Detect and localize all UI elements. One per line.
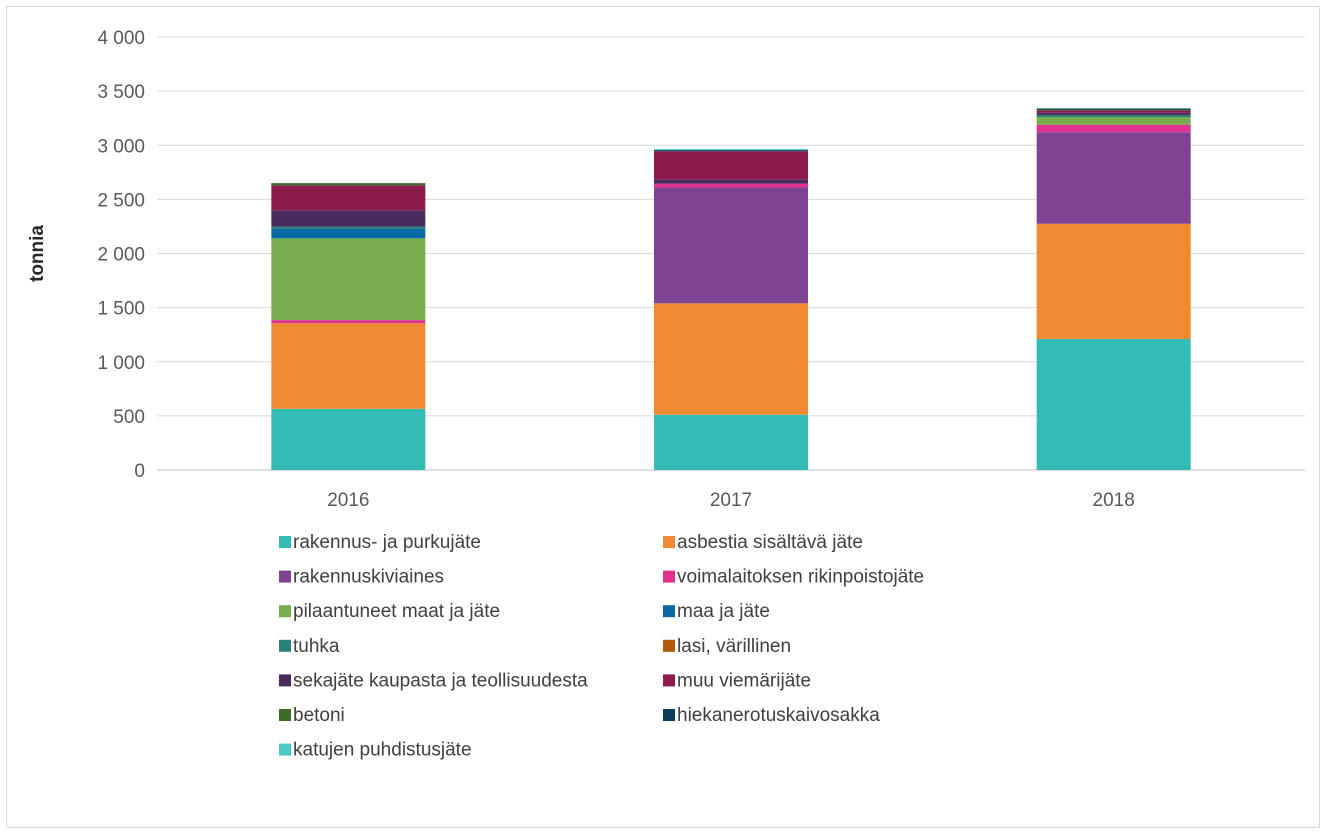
- bar-segment: [654, 151, 808, 180]
- legend-swatch: [279, 639, 291, 652]
- bar-segment: [271, 185, 426, 211]
- legend-swatch: [279, 743, 291, 756]
- legend-label: katujen puhdistusjäte: [293, 740, 472, 761]
- bar-segment: [271, 320, 426, 324]
- legend-item: voimalaitoksen rikinpoistojäte: [663, 567, 924, 588]
- legend-item: katujen puhdistusjäte: [279, 740, 472, 761]
- legend-swatch: [663, 709, 675, 721]
- y-tick-label: 3 000: [97, 136, 145, 157]
- y-tick-label: 2 500: [97, 190, 145, 211]
- bar-segment: [1036, 108, 1191, 110]
- legend-label: muu viemärijäte: [677, 670, 811, 691]
- bar-segment: [1036, 124, 1191, 133]
- bar-segment: [271, 210, 426, 227]
- legend-label: rakennuskiviaines: [293, 567, 444, 588]
- legend-item: muu viemärijäte: [663, 670, 811, 691]
- legend-label: pilaantuneet maat ja jäte: [293, 601, 500, 622]
- legend-item: tuhka: [279, 636, 340, 657]
- legend-item: hiekanerotuskaivosakka: [663, 705, 880, 726]
- bar-segment: [1036, 110, 1191, 113]
- legend: rakennus- ja purkujäte asbestia sisältävä…: [279, 532, 924, 761]
- x-tick-label: 2018: [1093, 490, 1135, 511]
- legend-label: maa ja jäte: [677, 601, 770, 622]
- chart-frame: 0 500 1 000 1 500 2 000 2 500 3 000 3 500 4 000 …: [6, 6, 1320, 828]
- legend-swatch: [279, 674, 291, 687]
- x-axis-ticks: 2016 2017 2018: [327, 490, 1135, 511]
- legend-item: asbestia sisältävä jäte: [663, 532, 863, 553]
- bar-segment: [271, 228, 426, 239]
- bar-segment: [1036, 117, 1191, 125]
- bar-segment: [654, 303, 808, 415]
- x-tick-label: 2017: [710, 490, 752, 511]
- y-tick-label: 1 000: [97, 353, 145, 374]
- y-tick-label: 1 500: [97, 299, 145, 320]
- legend-label: tuhka: [293, 636, 340, 657]
- legend-swatch: [279, 605, 291, 618]
- bar-segment: [271, 323, 426, 409]
- legend-item: betoni: [279, 705, 345, 726]
- y-tick-label: 0: [134, 461, 145, 482]
- bar-segment: [271, 408, 426, 470]
- bar-segment: [654, 183, 808, 188]
- legend-item: lasi, värillinen: [663, 636, 791, 657]
- bars: [271, 108, 1191, 470]
- bar-segment: [1036, 223, 1191, 340]
- y-tick-label: 4 000: [97, 28, 145, 49]
- bar-segment: [1036, 114, 1191, 118]
- legend-label: betoni: [293, 705, 345, 726]
- legend-label: asbestia sisältävä jäte: [677, 532, 863, 553]
- bar-segment: [1036, 132, 1191, 224]
- bar-segment: [654, 149, 808, 151]
- bar-segment: [271, 183, 426, 186]
- legend-swatch: [663, 605, 675, 618]
- legend-label: rakennus- ja purkujäte: [293, 532, 481, 553]
- legend-label: voimalaitoksen rikinpoistojäte: [677, 567, 924, 588]
- legend-label: lasi, värillinen: [677, 636, 791, 657]
- legend-item: sekajäte kaupasta ja teollisuudesta: [279, 670, 588, 691]
- y-axis-label: tonnia: [27, 225, 48, 282]
- legend-swatch: [663, 570, 675, 583]
- legend-swatch: [279, 570, 291, 583]
- legend-swatch: [663, 536, 675, 548]
- y-tick-label: 500: [113, 407, 145, 428]
- y-tick-label: 2 000: [97, 245, 145, 266]
- legend-item: maa ja jäte: [663, 601, 770, 622]
- bar-segment: [1036, 339, 1191, 470]
- bar-segment: [271, 226, 426, 229]
- bar-segment: [654, 150, 808, 152]
- bar-segment: [654, 414, 808, 470]
- bar-segment: [271, 238, 426, 321]
- legend-label: sekajäte kaupasta ja teollisuudesta: [293, 670, 588, 691]
- bar-segment: [654, 187, 808, 304]
- bar-segment: [1036, 112, 1191, 115]
- legend-swatch: [663, 639, 675, 652]
- legend-item: rakennus- ja purkujäte: [279, 532, 481, 553]
- legend-label: hiekanerotuskaivosakka: [677, 705, 880, 726]
- y-axis-ticks: 0 500 1 000 1 500 2 000 2 500 3 000 3 500 4 000: [97, 28, 145, 482]
- y-tick-label: 3 500: [97, 82, 145, 103]
- legend-swatch: [279, 709, 291, 721]
- x-tick-label: 2016: [327, 490, 369, 511]
- bar-segment: [654, 179, 808, 184]
- legend-item: rakennuskiviaines: [279, 567, 444, 588]
- legend-swatch: [663, 674, 675, 687]
- legend-item: pilaantuneet maat ja jäte: [279, 601, 500, 622]
- bar-segment: [1036, 109, 1191, 111]
- legend-swatch: [279, 536, 291, 548]
